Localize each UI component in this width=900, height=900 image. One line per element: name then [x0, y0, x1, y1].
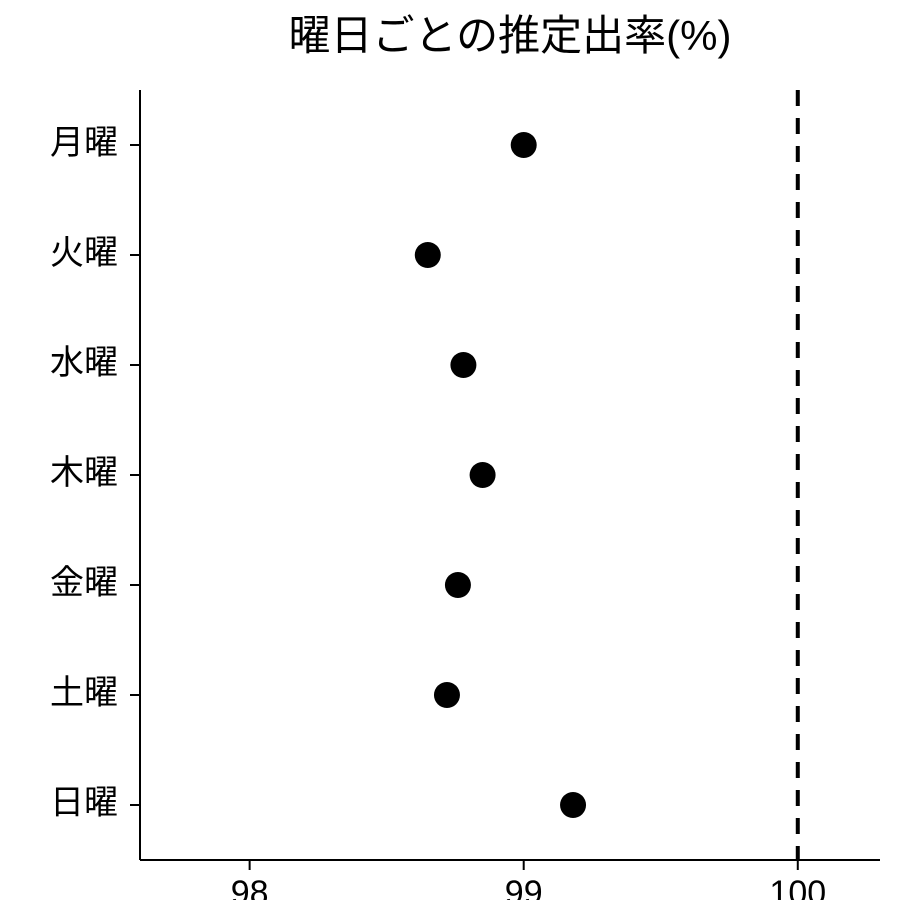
y-tick-label: 金曜 — [50, 564, 118, 602]
y-tick-label: 土曜 — [50, 674, 118, 712]
y-tick-label: 水曜 — [50, 344, 118, 382]
x-tick-label: 99 — [505, 874, 543, 900]
data-point — [560, 792, 586, 818]
dot-plot-chart: 曜日ごとの推定出率(%) 98 99 100 月曜火曜水曜木曜金曜土曜日曜 — [0, 0, 900, 900]
y-tick-label: 日曜 — [50, 784, 118, 822]
data-point — [511, 132, 537, 158]
data-point — [434, 682, 460, 708]
chart-title: 曜日ごとの推定出率(%) — [289, 12, 732, 59]
x-tick-label: 98 — [231, 874, 269, 900]
data-point — [415, 242, 441, 268]
chart-background — [0, 0, 900, 900]
data-point — [450, 352, 476, 378]
y-tick-label: 火曜 — [50, 234, 118, 272]
y-tick-label: 月曜 — [50, 124, 118, 162]
y-tick-label: 木曜 — [50, 454, 118, 492]
x-tick-label: 100 — [769, 874, 826, 900]
data-point — [445, 572, 471, 598]
data-point — [470, 462, 496, 488]
